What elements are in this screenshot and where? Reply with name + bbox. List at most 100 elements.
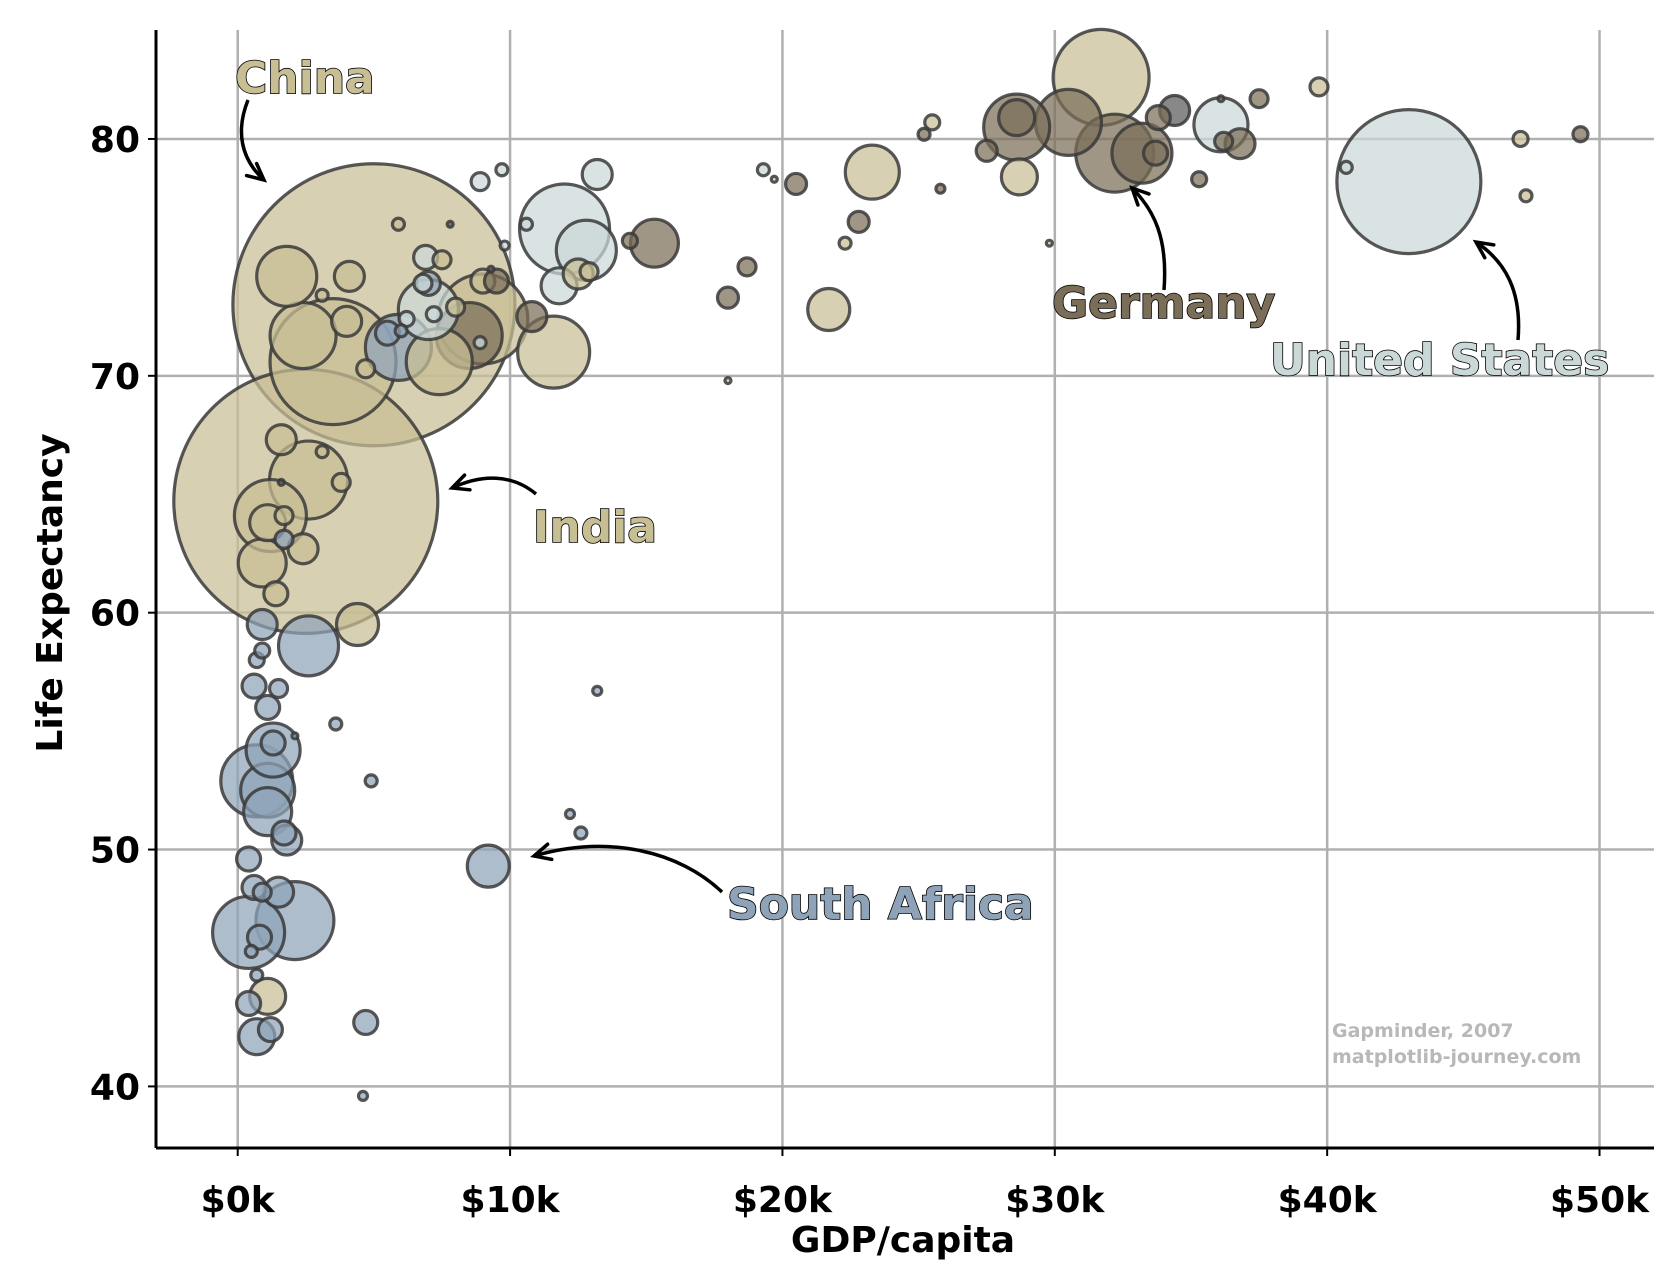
annotation-arrow [239,99,266,182]
bubble-point [997,98,1037,138]
bubble-point [390,216,407,232]
y-tick-label: 80 [90,120,140,161]
bubble-point [290,731,300,741]
bubble-point [486,264,496,274]
bubble-point [264,423,298,457]
bubble-point [1308,76,1330,98]
bubble-point [755,162,771,178]
bubble-point [846,209,871,234]
bubble-point [806,286,852,333]
bubble-point [254,693,282,722]
arrow-layer [239,99,1521,894]
x-tick-label: $50k [1550,1180,1650,1221]
x-axis-title: GDP/capita [791,1220,1015,1261]
bubble-point [620,231,640,250]
bubble-point [259,729,287,757]
bubble-point [445,296,467,318]
bubble-point [262,580,290,608]
bubble-point [1044,238,1054,248]
annotation-arrow [1475,240,1521,341]
x-tick-label: $40k [1278,1180,1378,1221]
bubble-point [1110,121,1174,185]
bubble-point [482,267,511,295]
annotation-arrow [1130,186,1167,291]
annotation-china: China [235,53,375,104]
x-tick-label: $20k [733,1180,833,1221]
bubble-point [1518,188,1534,204]
credit-line-1: Gapminder, 2007 [1332,1020,1514,1042]
bubble-point [255,244,319,308]
bubble-point [352,1008,380,1037]
bubble-point [245,923,274,951]
bubble-point [516,314,592,390]
bubble-point [934,182,947,195]
y-axis-title: Life Expectancy [30,433,71,752]
bubble-point [769,174,779,184]
bubble-point [363,773,379,789]
bubble-point [1216,94,1226,104]
bubble-point [580,157,614,192]
bubble-point [1144,104,1172,132]
bubble-point [1335,107,1483,256]
bubble-point [518,216,535,232]
x-tick-label: $0k [201,1180,276,1221]
bubble-point [515,300,549,334]
bubble-point [715,285,741,310]
bubble-point [330,304,364,338]
y-tick-label: 70 [90,357,140,398]
bubble-point [1571,125,1590,144]
bubble-point [412,272,434,295]
bubble-point [1190,170,1209,189]
bubble-point [314,287,330,303]
bubble-point [240,672,268,700]
bubble-point [424,305,443,324]
bubble-point [245,607,279,642]
bubble-point [270,819,298,847]
bubble-point [1213,130,1235,152]
annotation-south-africa: South Africa [727,879,1034,930]
bubble-point [723,375,733,386]
bubble-point [276,477,286,488]
arrow-head [244,161,268,183]
bubble-point [249,967,265,983]
arrow-head [1472,239,1496,260]
bubble-point [334,601,381,648]
annotation-arrow [451,476,538,496]
axis-layer: $0k $10k $20k $30k $40k $50k 40 50 60 70 80 [90,30,1654,1221]
bubble-point [332,259,366,293]
bubble-point [393,323,409,339]
bubble-point [253,641,272,660]
arrow-head [530,842,554,862]
bubble-point [256,1015,284,1044]
bubble-point [243,943,259,960]
bubble-point [267,677,290,700]
arrow-head [448,473,472,492]
bubble-point [1248,88,1270,110]
y-tick-label: 40 [90,1067,140,1108]
bubble-point [251,881,273,903]
bubble-point [736,256,758,278]
bubble-point [469,170,491,193]
bubble-point [273,504,295,527]
y-tick-label: 60 [90,594,140,635]
bubble-point [916,126,932,142]
annotation-united-states: United States [1270,335,1609,386]
bubble-point [999,157,1039,197]
annotation-india: India [533,502,657,553]
arrow-head [1129,185,1151,207]
bubble-point [235,845,263,873]
bubble-point [472,335,488,351]
bubble-point [431,249,453,271]
bubble-point [356,1089,370,1102]
bubble-layer [172,27,1590,1102]
annotation-layer: China India Germany United States South … [234,52,1610,931]
annotation-arrow [533,844,724,894]
bubble-point [314,444,330,460]
bubble-point [974,138,999,163]
bubble-point [273,528,295,550]
bubble-point [355,358,377,380]
bubble-point [578,261,600,283]
bubble-point [494,162,510,178]
bubble-point [445,219,455,229]
credit-line-2: matplotlib-journey.com [1332,1046,1581,1068]
